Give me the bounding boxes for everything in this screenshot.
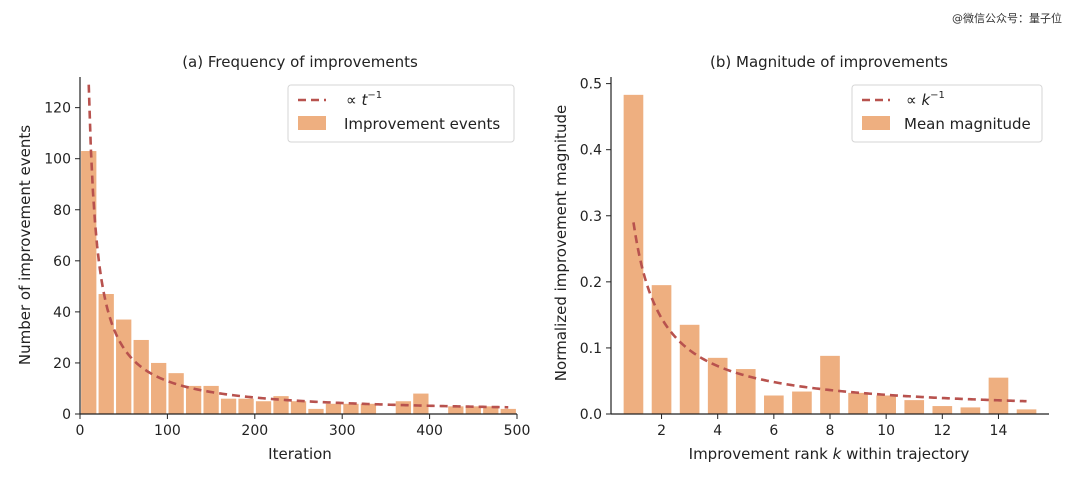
panel-a-bar bbox=[308, 408, 324, 414]
panel-b-bar bbox=[764, 395, 784, 414]
panel-b-x-label: Improvement rank k within trajectory bbox=[689, 445, 970, 463]
panel-b-bar bbox=[876, 395, 896, 414]
panel-b-y-tick-label: 0.1 bbox=[580, 341, 602, 357]
panel-b-bar bbox=[820, 355, 840, 414]
panel-b-bar bbox=[848, 392, 868, 414]
panel-a-y-tick-label: 20 bbox=[53, 356, 71, 372]
panel-a-bar bbox=[81, 151, 97, 414]
panel-a-x-tick-label: 100 bbox=[154, 423, 181, 439]
panel-b-x-label-post: within trajectory bbox=[841, 445, 969, 463]
panel-a-bar bbox=[500, 408, 516, 414]
panel-a-bar bbox=[465, 406, 481, 414]
panel-b-x-label-pre: Improvement rank bbox=[689, 445, 833, 463]
legend-fit-prefix: ∝ bbox=[906, 91, 921, 109]
panel-b-x-tick-label: 12 bbox=[933, 423, 951, 439]
panel-b-x-tick-label: 10 bbox=[877, 423, 895, 439]
panel-b-y-tick-label: 0.2 bbox=[580, 275, 602, 291]
panel-a-fit-curve bbox=[87, 84, 509, 409]
panel-b-x-tick-label: 4 bbox=[713, 423, 722, 439]
panel-a-bar bbox=[151, 362, 167, 414]
panel-b-bar bbox=[904, 400, 925, 414]
legend-bar-swatch bbox=[298, 116, 326, 130]
panel-a-y-label: Number of improvement events bbox=[16, 125, 34, 365]
panel-b-x-tick-label: 2 bbox=[657, 423, 666, 439]
panel-b-bar bbox=[932, 406, 953, 414]
panel-b-title: (b) Magnitude of improvements bbox=[710, 53, 948, 71]
panel-a-bar bbox=[203, 385, 219, 414]
panel-b-bar bbox=[1016, 409, 1037, 414]
panel-a-bar bbox=[220, 398, 237, 414]
panel-a-x-tick-label: 200 bbox=[241, 423, 268, 439]
legend-fit-var: k bbox=[921, 91, 931, 109]
panel-a-bar bbox=[116, 319, 132, 414]
panel-a-bar bbox=[255, 401, 272, 414]
panel-a-bar bbox=[413, 393, 429, 414]
panel-b-legend: ∝ k−1 Mean magnitude bbox=[851, 84, 1043, 143]
panel-b-y-tick-label: 0.3 bbox=[580, 209, 602, 225]
panel-b-y-label: Normalized improvement magnitude bbox=[552, 105, 570, 381]
panel-b-bar bbox=[651, 285, 672, 414]
panel-a-y-tick-label: 80 bbox=[53, 203, 71, 219]
panel-a-bar bbox=[325, 403, 342, 414]
panel-b-y-tick-label: 0.4 bbox=[580, 143, 602, 159]
panel-a-bar bbox=[483, 406, 499, 414]
panel-b-bar bbox=[735, 369, 756, 414]
legend-frame bbox=[287, 84, 515, 143]
panel-a-chart: (a) Frequency of improvements 0 100 200 300… bbox=[16, 53, 530, 463]
panel-b-axes: 2 4 6 8 10 12 14 0.0 0.1 0.2 0.3 0.4 0.5 bbox=[580, 77, 1049, 439]
panel-b-bar bbox=[988, 377, 1009, 414]
panel-a-axes: 0 100 200 300 400 500 0 20 40 60 80 100 120 bbox=[44, 77, 530, 439]
panel-b-fit-curve bbox=[632, 222, 1027, 403]
watermark-text: @微信公众号：量子位 bbox=[952, 12, 1062, 25]
panel-a-bar bbox=[448, 406, 464, 414]
legend-frame bbox=[851, 84, 1043, 143]
panel-a-bar bbox=[238, 398, 254, 414]
panel-a-legend: ∝ t−1 Improvement events bbox=[287, 84, 515, 143]
panel-b-x-label-var: k bbox=[833, 445, 843, 463]
legend-fit-exp: −1 bbox=[367, 90, 382, 101]
panel-a-y-tick-label: 0 bbox=[62, 407, 71, 423]
legend-fit-prefix: ∝ bbox=[346, 91, 361, 109]
panel-b-bar bbox=[960, 407, 981, 414]
panel-b-bar bbox=[623, 94, 644, 414]
panel-a-x-tick-label: 0 bbox=[76, 423, 85, 439]
panel-a-y-tick-label: 100 bbox=[44, 152, 71, 168]
legend-fit-label: ∝ k−1 bbox=[906, 90, 945, 109]
panel-a-bar bbox=[98, 294, 114, 414]
panel-a-x-tick-label: 300 bbox=[329, 423, 356, 439]
panel-a-x-tick-label: 400 bbox=[416, 423, 443, 439]
panel-a-y-tick-label: 120 bbox=[44, 101, 71, 117]
legend-bar-swatch bbox=[862, 116, 890, 130]
panel-b-x-tick-label: 8 bbox=[826, 423, 835, 439]
legend-bar-label: Mean magnitude bbox=[904, 115, 1031, 133]
panel-b-x-tick-label: 6 bbox=[769, 423, 778, 439]
panel-a-bar bbox=[290, 401, 307, 414]
panel-a-title: (a) Frequency of improvements bbox=[182, 53, 418, 71]
panel-a-bar bbox=[395, 401, 412, 414]
legend-bar-label: Improvement events bbox=[344, 115, 500, 133]
panel-b-bars bbox=[623, 94, 1037, 414]
panel-a-bar bbox=[133, 339, 149, 414]
legend-fit-var: t bbox=[361, 91, 368, 109]
panel-a-x-tick-label: 500 bbox=[504, 423, 531, 439]
panel-b-y-tick-label: 0.0 bbox=[580, 407, 602, 423]
panel-a-bar bbox=[168, 373, 184, 414]
panel-b-y-tick-label: 0.5 bbox=[580, 77, 602, 93]
panel-b-chart: (b) Magnitude of improvements 2 4 6 8 10 12 14… bbox=[552, 53, 1049, 463]
panel-b-bar bbox=[792, 391, 812, 414]
panel-a-bar bbox=[360, 403, 377, 414]
panel-a-y-tick-label: 60 bbox=[53, 254, 71, 270]
panel-a-bar bbox=[185, 385, 202, 414]
legend-fit-exp: −1 bbox=[930, 90, 945, 101]
panel-a-bars bbox=[81, 151, 516, 414]
legend-fit-label: ∝ t−1 bbox=[346, 90, 382, 109]
panel-a-bar bbox=[343, 403, 359, 414]
panel-a-y-tick-label: 40 bbox=[53, 305, 71, 321]
panel-b-x-tick-label: 14 bbox=[990, 423, 1008, 439]
panel-b-bar bbox=[679, 324, 700, 414]
panel-b-bar bbox=[707, 357, 728, 414]
panel-a-x-label: Iteration bbox=[268, 445, 332, 463]
